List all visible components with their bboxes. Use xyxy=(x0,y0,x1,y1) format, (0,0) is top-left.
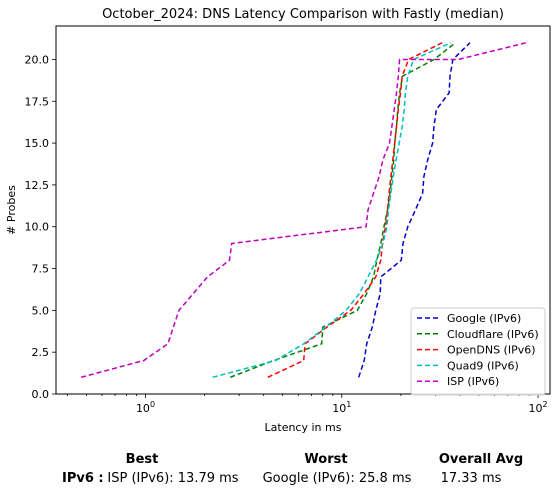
summary-table: Best Worst Overall Avg IPv6 : ISP (IPv6)… xyxy=(0,446,558,496)
x-tick-label: 100 xyxy=(136,400,155,415)
series-line-0 xyxy=(357,42,471,378)
legend-label: OpenDNS (IPv6) xyxy=(447,344,536,357)
y-tick-label: 5.0 xyxy=(32,304,50,317)
y-axis-ticks: 0.0 2.5 5.0 7.5 10.0 12.5 15.0 17.5 20.0 xyxy=(25,53,56,401)
legend: Google (IPv6) Cloudflare (IPv6) OpenDNS (I… xyxy=(410,307,546,396)
legend-label: ISP (IPv6) xyxy=(447,375,499,388)
y-tick-label: 10.0 xyxy=(25,221,50,234)
best-value: ISP (IPv6): 13.79 ms xyxy=(107,471,239,486)
x-tick-label: 101 xyxy=(332,400,351,415)
chart-title: October_2024: DNS Latency Comparison wit… xyxy=(102,7,504,22)
ipv6-row-label: IPv6 : xyxy=(62,471,104,486)
latency-chart: October_2024: DNS Latency Comparison wit… xyxy=(5,7,551,434)
worst-value: Google (IPv6): 25.8 ms xyxy=(262,471,412,486)
y-tick-label: 2.5 xyxy=(32,346,50,359)
overall-header: Overall Avg xyxy=(438,452,524,467)
overall-value: 17.33 ms xyxy=(440,471,502,486)
plot-area xyxy=(55,25,551,395)
legend-box xyxy=(410,307,546,396)
x-axis-label: Latency in ms xyxy=(265,421,342,434)
y-tick-label: 15.0 xyxy=(25,137,50,150)
y-axis-label: # Probes xyxy=(5,185,18,235)
series-layer xyxy=(80,41,527,379)
y-tick-label: 12.5 xyxy=(25,179,50,192)
y-tick-label: 20.0 xyxy=(25,53,50,66)
legend-label: Quad9 (IPv6) xyxy=(447,359,519,372)
x-tick-label: 102 xyxy=(529,400,548,415)
x-axis-ticks: 100 101 102 xyxy=(66,394,548,415)
y-tick-label: 0.0 xyxy=(32,388,50,401)
worst-header: Worst xyxy=(304,452,348,467)
series-line-1 xyxy=(229,42,457,378)
y-tick-label: 17.5 xyxy=(25,95,50,108)
best-header: Best xyxy=(125,452,159,467)
series-line-4 xyxy=(80,41,527,379)
legend-label: Google (IPv6) xyxy=(447,312,521,325)
y-tick-label: 7.5 xyxy=(32,263,50,276)
legend-label: Cloudflare (IPv6) xyxy=(447,328,539,341)
